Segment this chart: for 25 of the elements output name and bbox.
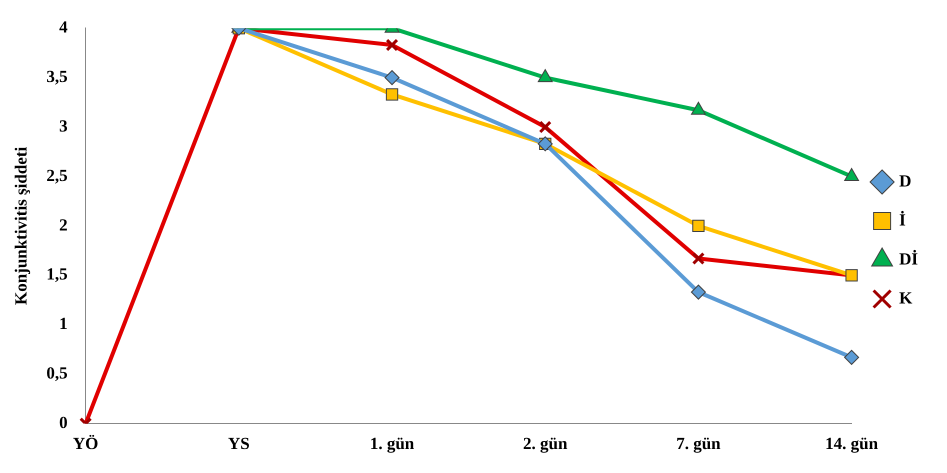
y-tick-label: 0,5 xyxy=(46,364,68,383)
point xyxy=(690,284,706,300)
x-tick-label: 7. gün xyxy=(676,434,722,454)
x-tick-label: YS xyxy=(228,434,250,454)
legend-label: K xyxy=(899,288,914,308)
x-tick-label: YÖ xyxy=(72,434,98,454)
y-tick-label: 1,5 xyxy=(46,264,68,284)
y-tick-label: 3,5 xyxy=(46,67,68,86)
x-tick-label: 1. gün xyxy=(370,434,415,454)
y-tick-label: 2 xyxy=(59,215,68,234)
y-tick-label: 4 xyxy=(59,18,68,37)
point xyxy=(386,88,398,101)
x-tick-label: 14. gün xyxy=(825,434,879,454)
point xyxy=(844,350,860,365)
y-tick-label: 2,5 xyxy=(46,166,68,185)
legend-label: D xyxy=(899,171,912,190)
y-tick-label: 3 xyxy=(59,116,68,136)
legend-label: Dİ xyxy=(899,249,918,268)
y-tick-label: 0 xyxy=(59,412,68,432)
y-tick-label: 1 xyxy=(59,314,68,334)
y-axis-title: Konjunktivitis şiddeti xyxy=(12,146,31,306)
point xyxy=(384,70,400,86)
legend-label: İ xyxy=(899,210,906,230)
x-tick-label: 2. gün xyxy=(523,434,568,454)
point xyxy=(692,220,705,232)
